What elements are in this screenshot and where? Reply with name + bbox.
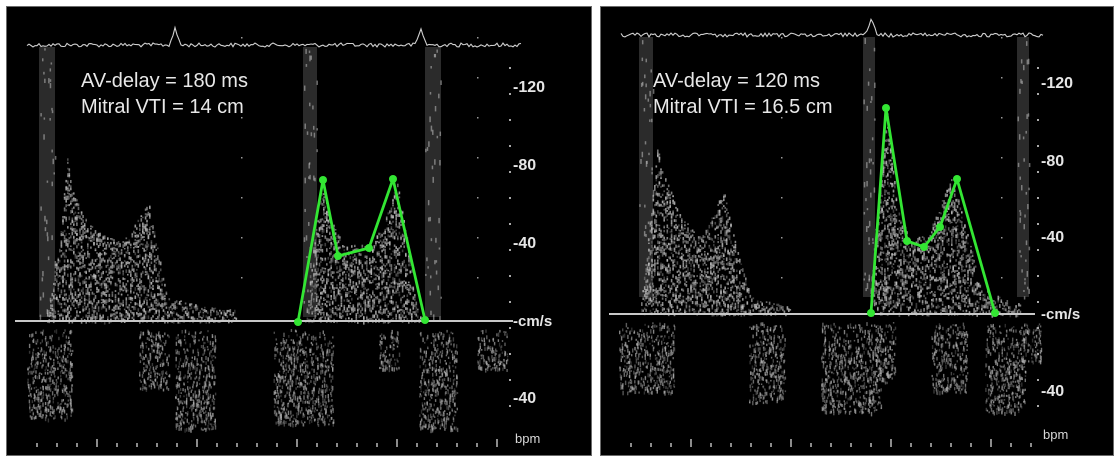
doppler-streak — [639, 37, 653, 297]
vti-trace-point — [421, 316, 429, 324]
scale-label-120-left: -120 — [513, 79, 546, 96]
mitral-vti-label-right: Mitral VTI = 16.5 cm — [653, 96, 833, 118]
vti-trace-point — [920, 243, 928, 251]
doppler-streak — [863, 37, 875, 297]
vti-trace-point — [319, 176, 327, 184]
doppler-spectrum-left — [15, 25, 522, 447]
scale-label-40-left: -40 — [513, 235, 537, 252]
scale-label-120-right: -120 — [1041, 75, 1074, 92]
doppler-streak — [303, 47, 317, 317]
scale-unit-label-left: -cm/s — [513, 313, 553, 330]
scale-unit-label-right: -cm/s — [1041, 306, 1081, 323]
av-delay-label-left: AV-delay = 180 ms — [81, 70, 248, 92]
scale-label-neg40-left: -40 — [513, 390, 537, 407]
ecg-trace — [620, 18, 1044, 38]
vti-trace-point — [953, 175, 961, 183]
vti-trace-point — [294, 318, 302, 326]
doppler-panel-left: AV-delay = 180 ms Mitral VTI = 14 cm -12… — [6, 6, 592, 456]
vti-trace-point — [334, 252, 342, 260]
scale-label-80-left: -80 — [513, 157, 537, 174]
scale-label-40-right: -40 — [1041, 229, 1065, 246]
bpm-label-right: bpm — [1043, 427, 1069, 442]
vti-trace-point — [991, 309, 999, 317]
vti-trace-line — [296, 177, 427, 323]
vti-trace-point — [882, 104, 890, 112]
vti-trace-point — [936, 223, 944, 231]
ecg-trace — [26, 25, 522, 48]
vti-trace-point — [389, 175, 397, 183]
vti-trace-point — [903, 237, 911, 245]
mitral-vti-label-left: Mitral VTI = 14 cm — [81, 96, 244, 118]
bpm-label-left: bpm — [515, 431, 541, 446]
vti-trace-point — [365, 244, 373, 252]
vti-trace-point — [867, 309, 875, 317]
scale-label-80-right: -80 — [1041, 153, 1065, 170]
scale-label-neg40-right: -40 — [1041, 383, 1065, 400]
doppler-streak — [1017, 37, 1029, 297]
doppler-panel-right: AV-delay = 120 ms Mitral VTI = 16.5 cm -… — [600, 6, 1114, 456]
doppler-spectrum-right — [609, 18, 1044, 447]
av-delay-label-right: AV-delay = 120 ms — [653, 70, 820, 92]
